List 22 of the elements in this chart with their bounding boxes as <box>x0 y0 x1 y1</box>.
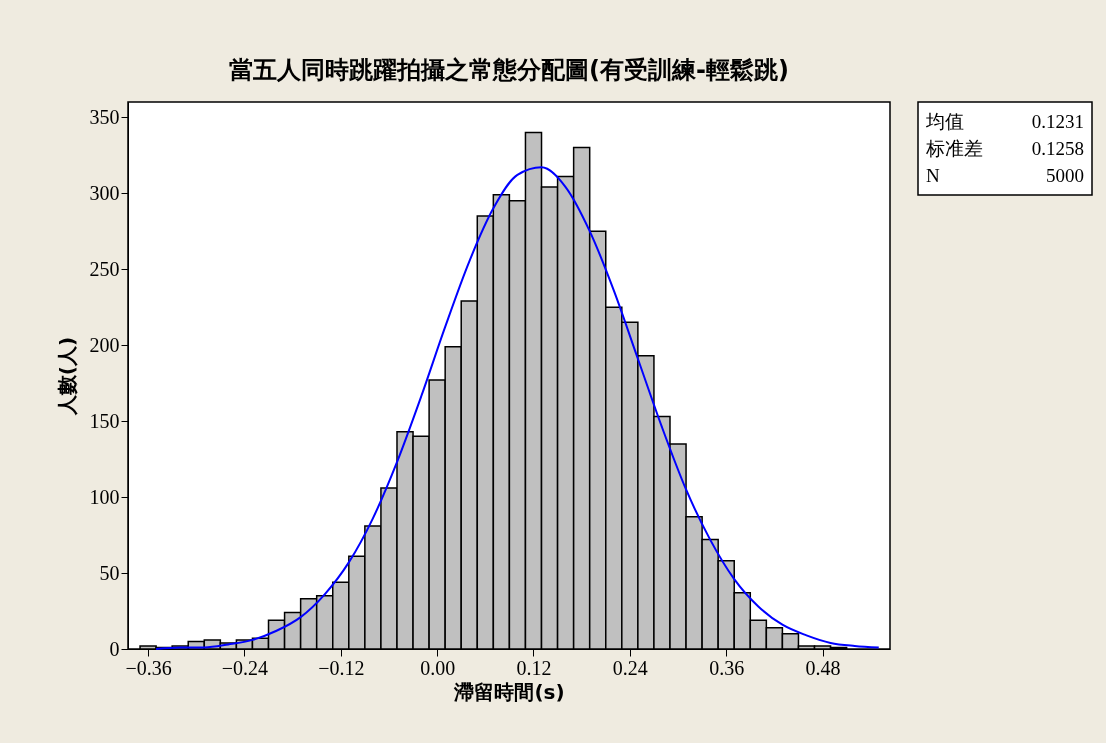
x-tick-label: 0.48 <box>805 656 841 679</box>
x-axis-title: 滯留時間(s) <box>453 679 565 704</box>
y-tick-label: 250 <box>89 257 120 280</box>
y-tick-label: 200 <box>89 333 120 356</box>
x-tick-label: 0.24 <box>612 656 648 679</box>
y-axis-title: 人數(人) <box>54 336 79 417</box>
y-tick-label: 150 <box>89 409 120 432</box>
x-tick-label: 0.12 <box>516 656 552 679</box>
x-tick-label: −0.12 <box>318 656 365 679</box>
x-tick-label: −0.36 <box>125 656 172 679</box>
x-tick-label: −0.24 <box>221 656 269 679</box>
text: 均值 0.1231 <box>926 111 1084 132</box>
y-tick-label: 50 <box>99 561 120 584</box>
y-tick-label: 0 <box>109 637 120 660</box>
y-tick-label: 100 <box>89 485 120 508</box>
x-tick-label: 0.00 <box>420 656 456 679</box>
x-tick-label: 0.36 <box>709 656 745 679</box>
chart-title: 當五人同時跳躍拍攝之常態分配圖(有受訓練-輕鬆跳) <box>229 56 789 85</box>
text: N 5000 <box>926 165 1084 186</box>
text: 标准差 0.1258 <box>926 138 1084 159</box>
y-tick-label: 350 <box>89 105 120 128</box>
y-tick-label: 300 <box>89 181 120 204</box>
